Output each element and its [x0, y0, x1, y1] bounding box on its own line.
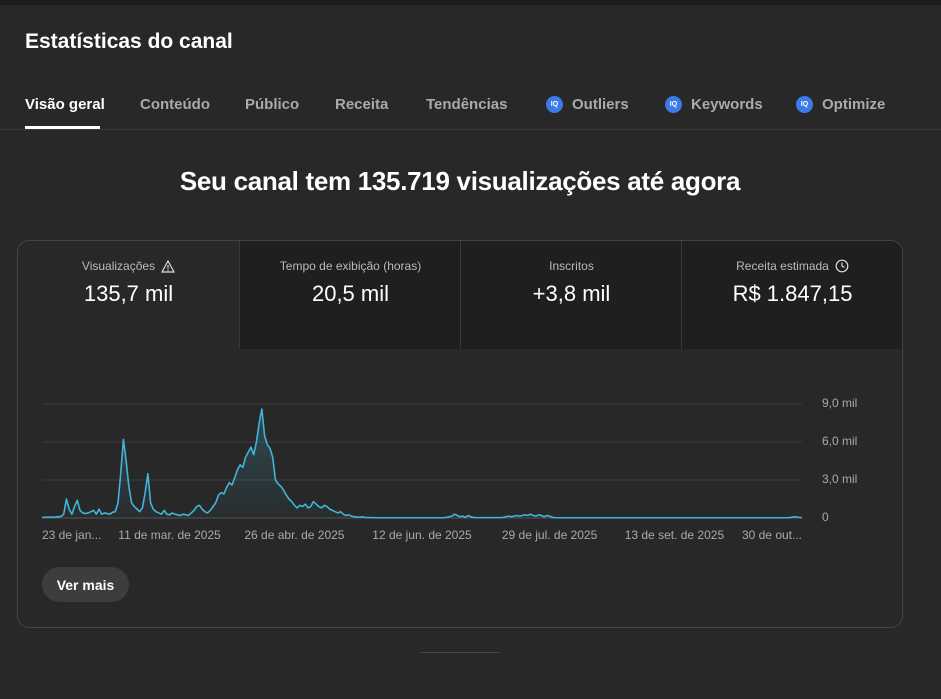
x-tick-label: 26 de abr. de 2025	[244, 528, 344, 542]
headline: Seu canal tem 135.719 visualizações até …	[179, 166, 741, 196]
top-bar	[0, 0, 941, 5]
line-area	[42, 409, 802, 518]
tab[interactable]: Visão geral	[25, 96, 105, 113]
tab-icon: IQ	[665, 96, 682, 113]
x-tick-label: 11 de mar. de 2025	[118, 528, 221, 542]
metric-value: R$ 1.847,15	[732, 281, 853, 306]
x-tick-label: 13 de set. de 2025	[625, 528, 725, 542]
footer-line	[420, 652, 500, 653]
metric-tile[interactable]: Tempo de exibição (horas) 20,5 mil	[239, 241, 461, 349]
metric-value: 20,5 mil	[311, 281, 390, 306]
metric-tile[interactable]: Receita estimada R$ 1.847,15	[681, 241, 902, 349]
stats-card: Visualizações 135,7 mil Tempo de exibiçã…	[17, 240, 903, 628]
x-tick-label: 23 de jan...	[42, 528, 101, 542]
tab[interactable]: Receita	[335, 96, 388, 113]
tab-icon: IQ	[546, 96, 563, 113]
metric-value: +3,8 mil	[532, 281, 611, 306]
tab-label: Receita	[335, 96, 389, 113]
y-tick-label: 6,0 mil	[822, 434, 857, 448]
tab-icon: IQ	[796, 96, 813, 113]
x-tick-label: 30 de out...	[742, 528, 802, 542]
tab-label: Visão geral	[25, 96, 105, 113]
metric-label: Visualizações	[81, 259, 156, 273]
metric-label: Inscritos	[549, 259, 594, 273]
tab[interactable]: Tendências	[426, 96, 507, 113]
x-tick-label: 12 de jun. de 2025	[372, 528, 472, 542]
tab-label: Outliers	[572, 96, 629, 113]
tab[interactable]: IQ Keywords	[665, 96, 763, 113]
y-tick-label: 0	[822, 510, 829, 524]
metric-value: 135,7 mil	[83, 281, 174, 306]
page-title: Estatísticas do canal	[25, 30, 233, 53]
tab[interactable]: IQ Outliers	[546, 96, 629, 113]
metric-tile[interactable]: Inscritos +3,8 mil	[460, 241, 682, 349]
tab[interactable]: Conteúdo	[140, 96, 210, 113]
tab-label: Conteúdo	[140, 96, 210, 113]
metric-tile[interactable]: Visualizações 135,7 mil	[18, 241, 239, 349]
y-tick-label: 3,0 mil	[822, 472, 857, 486]
divider	[0, 129, 941, 130]
metric-label: Tempo de exibição (horas)	[279, 259, 422, 273]
tab-label: Keywords	[691, 96, 763, 113]
tab-label: Tendências	[426, 96, 508, 113]
y-tick-label: 9,0 mil	[822, 396, 857, 410]
tab[interactable]: Público	[245, 96, 299, 113]
tab-label: Público	[245, 96, 300, 113]
tab[interactable]: IQ Optimize	[796, 96, 885, 113]
see-more-button[interactable]: Ver mais	[42, 567, 129, 602]
metric-label: Receita estimada	[736, 259, 829, 273]
tab-underline	[25, 126, 100, 129]
line	[41, 408, 803, 519]
warning-icon	[161, 259, 176, 273]
x-tick-label: 29 de jul. de 2025	[502, 528, 598, 542]
clock-icon	[835, 259, 849, 273]
tab-label: Optimize	[822, 96, 886, 113]
